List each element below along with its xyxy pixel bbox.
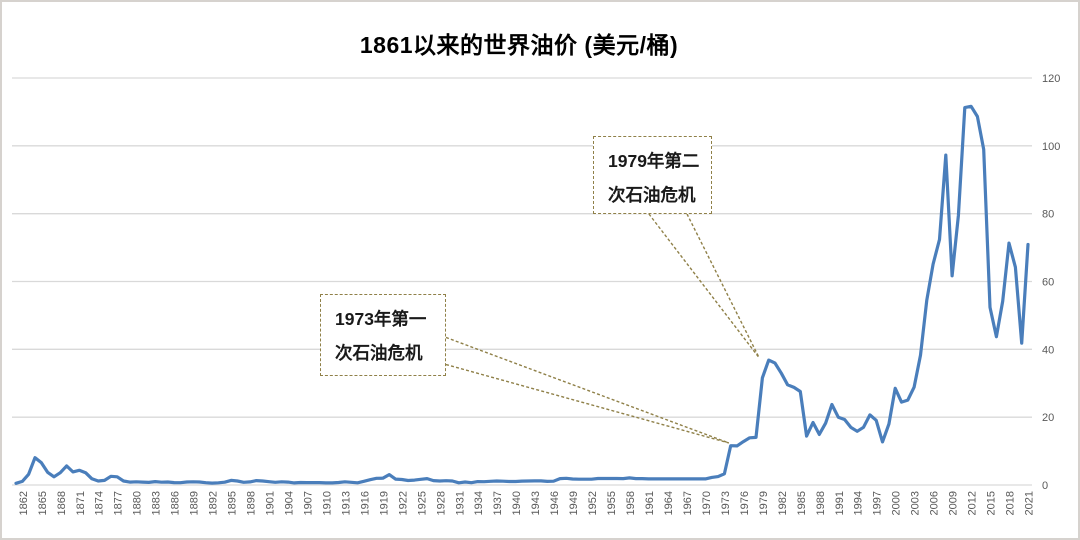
x-axis-tick-label: 1925 <box>416 491 428 515</box>
y-axis-tick-label: 0 <box>1042 480 1048 492</box>
x-axis-tick-label: 1913 <box>340 491 352 515</box>
x-axis-tick-label: 1943 <box>530 491 542 515</box>
x-axis-tick-label: 1997 <box>872 491 884 515</box>
x-axis-tick-label: 1892 <box>208 491 220 515</box>
x-axis-tick-label: 1910 <box>321 491 333 515</box>
x-axis-tick-label: 1970 <box>701 491 713 515</box>
price-line <box>14 104 1030 485</box>
annotation-1979-box: 1979年第二 次石油危机 <box>593 136 712 214</box>
annotation-1973-text-line1: 1973年第一 <box>335 309 427 329</box>
x-axis-tick-label: 1889 <box>189 491 201 515</box>
x-axis-tick-label: 1958 <box>625 491 637 515</box>
x-axis-tick-label: 1928 <box>435 491 447 515</box>
x-axis-tick-label: 1919 <box>378 491 390 515</box>
y-axis-tick-label: 120 <box>1042 73 1060 85</box>
chart-title: 1861以来的世界油价 (美元/桶) <box>359 32 679 58</box>
x-axis-tick-label: 1940 <box>511 491 523 515</box>
x-axis-tick-label: 1988 <box>815 491 827 515</box>
x-axis-tick-label: 2021 <box>1024 491 1036 515</box>
x-axis-tick-label: 1865 <box>37 491 49 515</box>
y-axis-tick-label: 40 <box>1042 344 1054 356</box>
y-axis-tick-label: 80 <box>1042 209 1054 221</box>
x-axis-tick-label: 2015 <box>986 491 998 515</box>
y-axis-tick-label: 20 <box>1042 412 1054 424</box>
x-axis-tick-label: 1916 <box>359 491 371 515</box>
x-axis-tick-label: 1904 <box>283 491 295 515</box>
y-axis-tick-label: 100 <box>1042 141 1060 153</box>
x-axis-tick-label: 2000 <box>891 491 903 515</box>
callout-line-1973 <box>445 336 730 444</box>
x-axis-tick-label: 1898 <box>246 491 258 515</box>
x-axis-tick-label: 1934 <box>473 491 485 515</box>
x-axis-tick-label: 1880 <box>132 491 144 515</box>
x-axis-tick-label: 1973 <box>720 491 732 515</box>
x-axis-tick-label: 1895 <box>227 491 239 515</box>
x-axis-tick-label: 1901 <box>265 491 277 515</box>
x-axis-tick-label: 1907 <box>302 491 314 515</box>
x-axis-tick-label: 1961 <box>644 491 656 515</box>
x-axis-tick-label: 1931 <box>454 491 466 515</box>
x-axis-tick-label: 1886 <box>170 491 182 515</box>
x-axis-tick-label: 2012 <box>967 491 979 515</box>
x-axis-tick-label: 1877 <box>113 491 125 515</box>
x-axis-tick-label: 1946 <box>549 491 561 515</box>
y-axis-labels: 0 20 40 60 80 100 120 <box>1042 73 1060 492</box>
x-axis-tick-label: 1883 <box>151 491 163 515</box>
x-axis-tick-label: 1862 <box>18 491 30 515</box>
x-axis-tick-label: 1949 <box>568 491 580 515</box>
x-axis-tick-label: 2006 <box>929 491 941 515</box>
x-axis-tick-label: 1937 <box>492 491 504 515</box>
gridlines <box>12 77 1032 486</box>
x-axis-tick-label: 1871 <box>75 491 87 515</box>
x-axis-tick-label: 1991 <box>834 491 846 515</box>
y-axis-tick-label: 60 <box>1042 277 1054 289</box>
x-axis-tick-label: 1967 <box>682 491 694 515</box>
x-axis-tick-label: 1955 <box>606 491 618 515</box>
x-axis-tick-label: 1922 <box>397 491 409 515</box>
annotation-1979-text-line2: 次石油危机 <box>608 185 696 205</box>
x-axis-tick-label: 1952 <box>587 491 599 515</box>
x-axis-tick-label: 1979 <box>758 491 770 515</box>
x-axis-tick-label: 1964 <box>663 491 675 515</box>
callout-line-1979 <box>648 213 760 359</box>
x-axis-tick-label: 1874 <box>94 491 106 515</box>
x-axis-tick-label: 1868 <box>56 491 68 515</box>
x-axis-labels: 1862 1865 1868 1871 1874 1877 1880 1883 1886 1889… <box>18 491 1036 515</box>
x-axis-tick-label: 2003 <box>910 491 922 515</box>
x-axis-tick-label: 1985 <box>796 491 808 515</box>
x-axis-tick-label: 1994 <box>853 491 865 515</box>
annotation-1973-text-line2: 次石油危机 <box>335 343 423 363</box>
x-axis-tick-label: 2018 <box>1005 491 1017 515</box>
x-axis-tick-label: 1982 <box>777 491 789 515</box>
x-axis-tick-label: 2009 <box>948 491 960 515</box>
annotation-1979-text-line1: 1979年第二 <box>608 151 700 171</box>
x-axis-tick-label: 1976 <box>739 491 751 515</box>
annotation-1973-box: 1973年第一 次石油危机 <box>320 294 446 376</box>
